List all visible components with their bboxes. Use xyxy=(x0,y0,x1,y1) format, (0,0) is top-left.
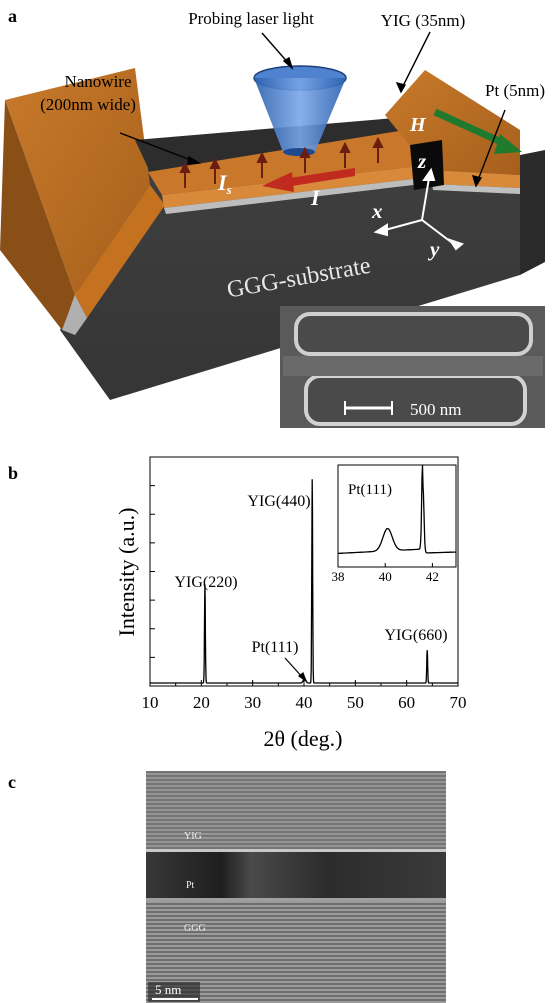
probe-label: Probing laser light xyxy=(188,9,314,28)
tem-yig-label: YIG xyxy=(184,831,202,842)
peak-label-yig220: YIG(220) xyxy=(174,574,237,591)
inset-x-tick-label: 40 xyxy=(379,569,392,584)
x-tick-label: 20 xyxy=(193,693,210,712)
pt-thickness-label: Pt (5nm) xyxy=(485,81,545,100)
panel-c-label: c xyxy=(8,772,16,792)
peak-label-yig660: YIG(660) xyxy=(384,627,447,644)
x-axis-label: 2θ (deg.) xyxy=(264,726,343,751)
xrd-chart: 10 20 30 40 50 60 70 Intensity (a.u.) 2θ (deg.… xyxy=(114,456,467,751)
xrd-inset: 38 40 42 Pt(111) xyxy=(332,464,457,584)
cross-section-block xyxy=(410,140,444,190)
x-tick-label: 60 xyxy=(398,693,415,712)
spin-current-arrows xyxy=(179,136,384,188)
sem-inset: 500 nm xyxy=(280,306,545,428)
x-tick-label: 30 xyxy=(244,693,261,712)
axes-triad xyxy=(373,167,465,251)
tem-scale-label: 5 nm xyxy=(155,982,181,997)
inset-x-tick-label: 38 xyxy=(332,569,345,584)
x-ticks: 10 20 30 40 50 60 70 xyxy=(142,680,467,712)
tem-image: YIG Pt GGG 5 nm xyxy=(146,771,446,1003)
current-symbol: I xyxy=(310,185,321,210)
panel-a-label: a xyxy=(8,6,17,26)
panel-b-label: b xyxy=(8,463,19,483)
nanowire xyxy=(148,130,425,195)
current-arrow xyxy=(262,168,355,192)
y-axis-label: Intensity (a.u.) xyxy=(114,508,139,637)
y-ticks xyxy=(150,485,155,658)
field-arrow xyxy=(433,108,522,154)
nanowire-width-label: (200nm wide) xyxy=(40,95,136,114)
device-schematic: Probing laser light YIG (35nm) Pt (5nm) … xyxy=(0,9,545,428)
left-contact-pad xyxy=(5,68,150,295)
x-tick-label: 70 xyxy=(450,693,467,712)
y-axis-label: y xyxy=(427,237,440,261)
inset-x-ticks: 38 40 42 xyxy=(332,563,439,584)
tem-pt-label: Pt xyxy=(186,880,195,891)
sem-scale-label: 500 nm xyxy=(410,400,461,419)
tem-ggg-label: GGG xyxy=(184,923,206,934)
inset-x-tick-label: 42 xyxy=(426,569,439,584)
peak-label-yig440: YIG(440) xyxy=(247,493,310,510)
x-tick-label: 40 xyxy=(296,693,313,712)
x-axis-label: x xyxy=(371,199,383,223)
inset-peak-label: Pt(111) xyxy=(348,482,392,498)
peak-label-pt111: Pt(111) xyxy=(252,639,299,656)
field-symbol: H xyxy=(409,114,427,136)
substrate-surface xyxy=(60,155,520,400)
z-axis-label: z xyxy=(417,149,427,173)
x-tick-label: 10 xyxy=(142,693,159,712)
spin-current-symbol: Is xyxy=(217,170,232,197)
yig-thickness-label: YIG (35nm) xyxy=(381,11,466,30)
laser-cone xyxy=(253,65,347,156)
nanowire-label: Nanowire xyxy=(64,72,131,91)
x-tick-label: 50 xyxy=(347,693,364,712)
inset-trace xyxy=(338,464,456,555)
pt-layer xyxy=(146,851,446,899)
